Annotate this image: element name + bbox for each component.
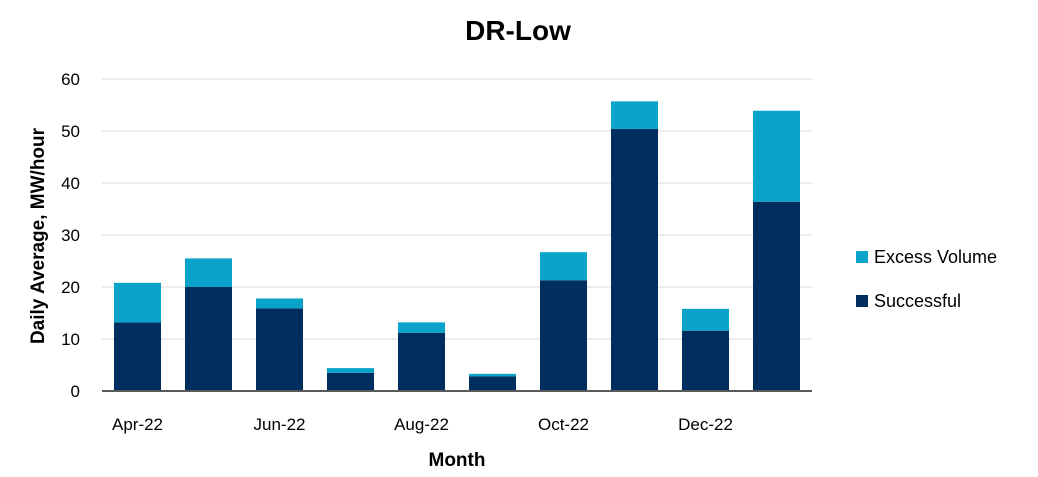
x-axis-ticks: Apr-22 Jun-22 Aug-22 Oct-22 Dec-22: [112, 415, 733, 434]
legend: Excess Volume Successful: [856, 247, 997, 311]
legend-label: Successful: [874, 291, 961, 311]
x-axis-title: Month: [429, 450, 486, 471]
bar-successful: [540, 280, 587, 391]
bar-successful: [469, 376, 516, 391]
bar-successful: [185, 287, 232, 391]
bar-excess-volume: [540, 252, 587, 281]
bar-excess-volume: [185, 258, 232, 287]
x-tick-label: Aug-22: [394, 415, 449, 434]
legend-swatch: [856, 251, 868, 263]
bar-successful: [682, 330, 729, 391]
bar-excess-volume: [469, 373, 516, 377]
y-axis-ticks: 0 10 20 30 40 50 60: [61, 70, 80, 401]
y-tick-label: 20: [61, 278, 80, 297]
y-tick-label: 40: [61, 174, 80, 193]
legend-label: Excess Volume: [874, 247, 997, 267]
bar-excess-volume: [398, 322, 445, 333]
y-axis-title: Daily Average, MW/hour: [28, 127, 49, 344]
bar-excess-volume: [753, 110, 800, 202]
bar-successful: [398, 332, 445, 391]
chart-title: DR-Low: [465, 15, 571, 46]
bar-successful: [753, 201, 800, 391]
x-tick-label: Jun-22: [254, 415, 306, 434]
y-tick-label: 30: [61, 226, 80, 245]
legend-swatch: [856, 295, 868, 307]
y-tick-label: 0: [71, 382, 80, 401]
bar-excess-volume: [611, 101, 658, 129]
bar-successful: [114, 322, 161, 391]
x-tick-label: Apr-22: [112, 415, 163, 434]
bar-excess-volume: [114, 282, 161, 323]
bar-successful: [256, 308, 303, 391]
bars: [114, 101, 800, 392]
y-tick-label: 50: [61, 122, 80, 141]
x-tick-label: Dec-22: [678, 415, 733, 434]
x-tick-label: Oct-22: [538, 415, 589, 434]
bar-excess-volume: [256, 298, 303, 309]
y-tick-label: 10: [61, 330, 80, 349]
bar-successful: [611, 128, 658, 392]
bar-successful: [327, 372, 374, 391]
y-tick-label: 60: [61, 70, 80, 89]
bar-excess-volume: [682, 308, 729, 331]
bar-excess-volume: [327, 368, 374, 373]
